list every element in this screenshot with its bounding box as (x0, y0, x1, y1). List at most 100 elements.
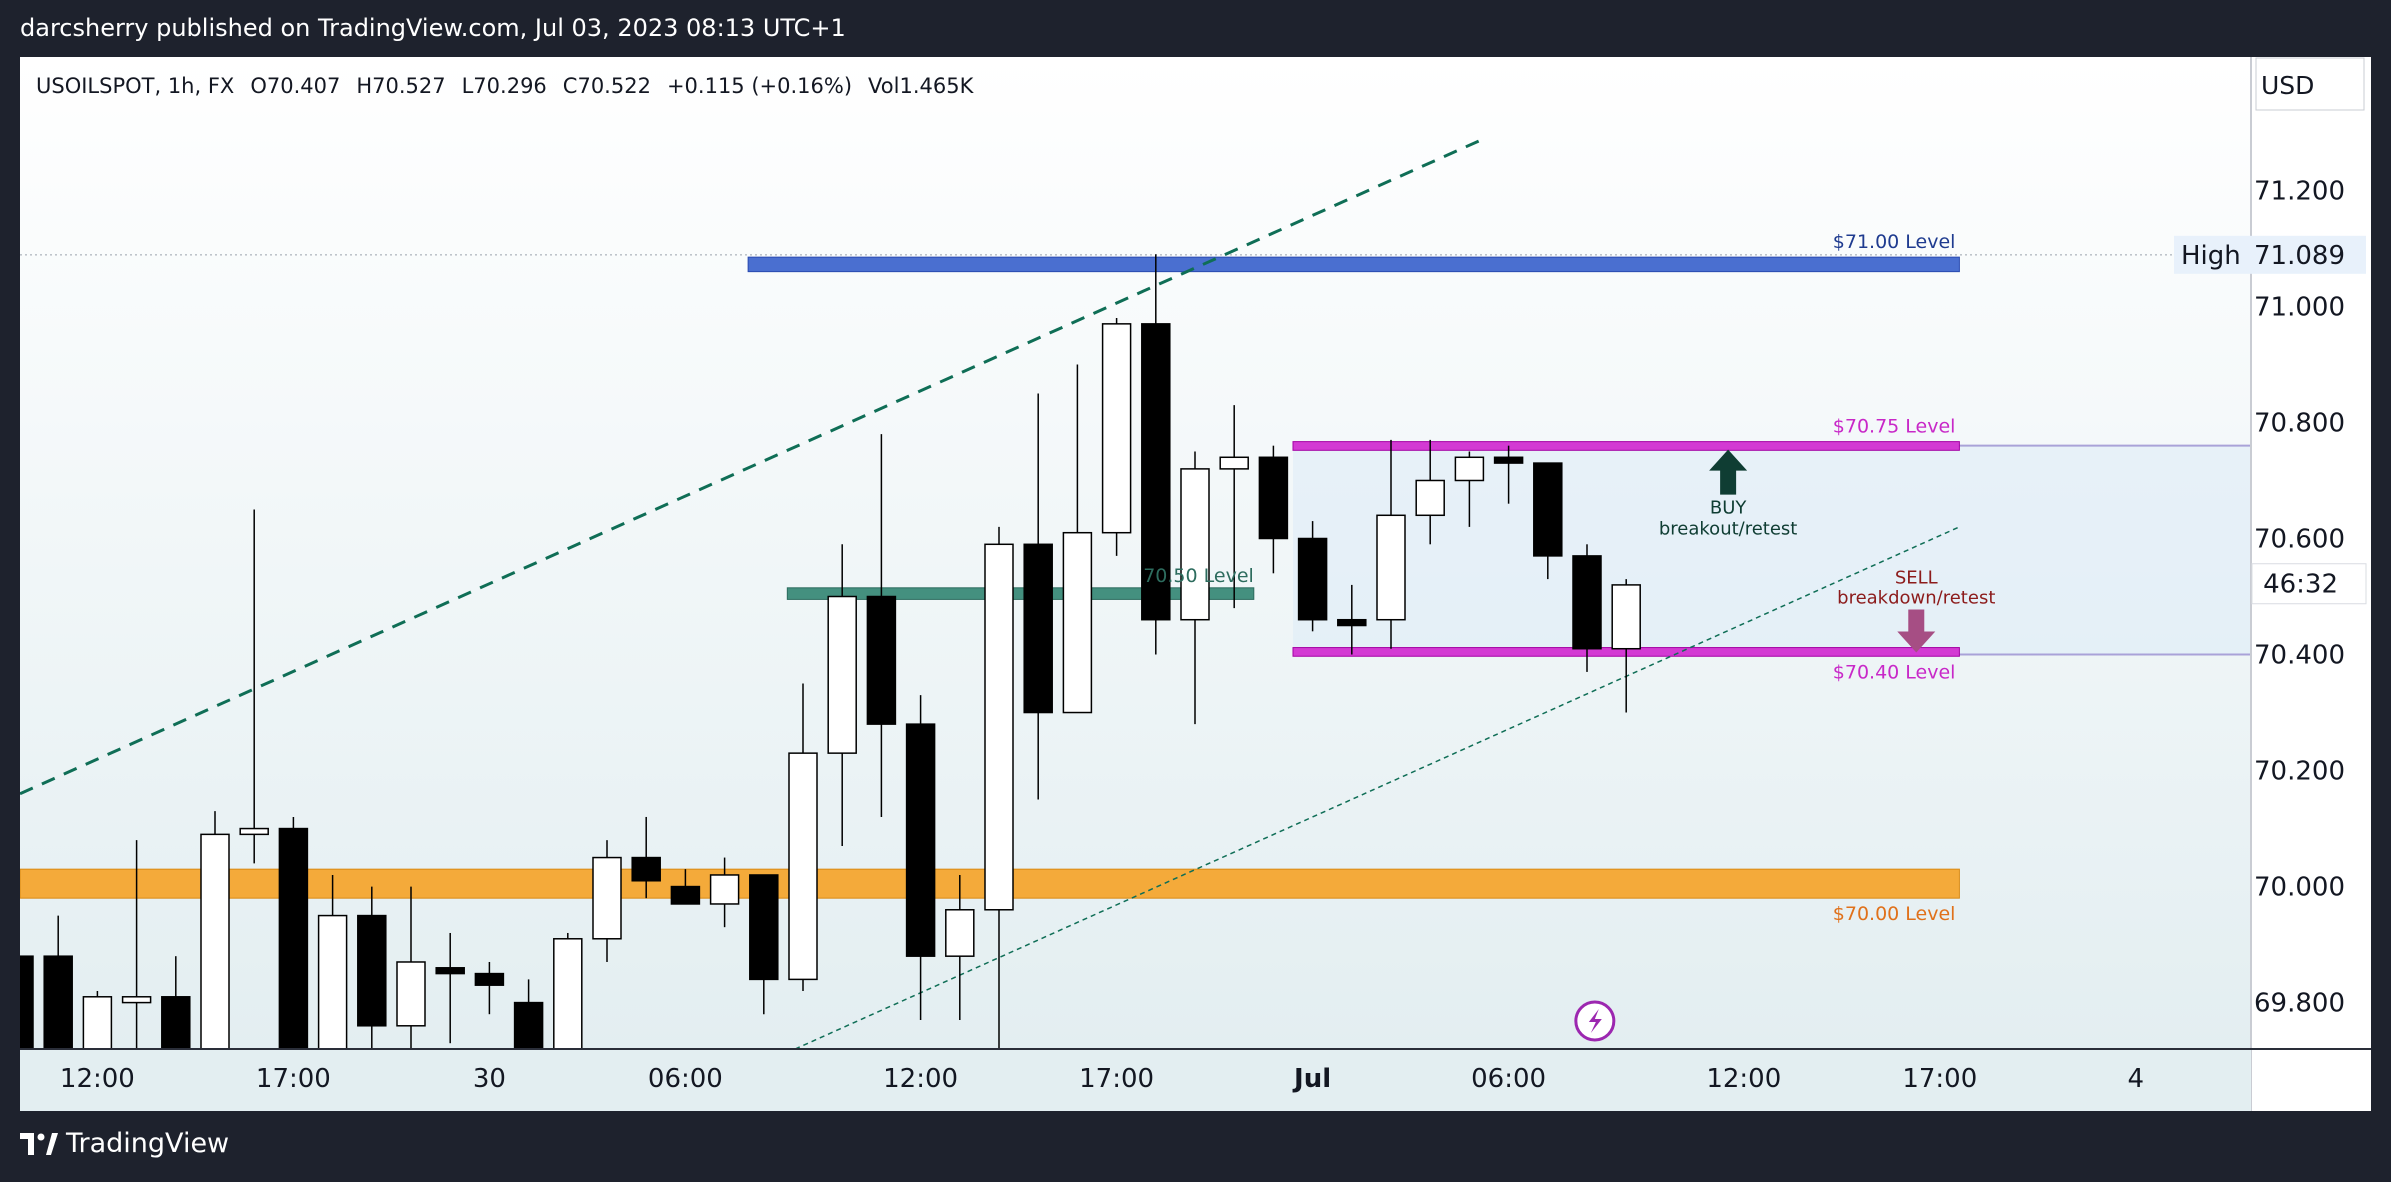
candle (905, 695, 936, 1020)
candle (670, 869, 701, 905)
candlestick-chart[interactable]: $71.00 Level $70.75 Level $70.40 Level $70.… (20, 57, 2371, 1111)
candle-body (1062, 531, 1093, 714)
candle-body (709, 874, 740, 905)
candle-body (1023, 543, 1053, 714)
price-tick-label: 70.600 (2254, 524, 2345, 554)
ohlc-item: Vol1.465K (868, 74, 975, 98)
tradingview-logo-icon (20, 1132, 58, 1155)
time-axis (20, 1050, 2251, 1111)
candle-body (866, 595, 897, 725)
ohlc-item: O70.407 (250, 74, 340, 98)
candle-body (317, 914, 348, 1050)
candle-body (827, 595, 857, 754)
candle (553, 932, 583, 1050)
candle-body (357, 914, 387, 1027)
candle-body (278, 827, 309, 1050)
candle (161, 956, 191, 1050)
lower-trendline (794, 526, 1960, 1050)
candle (1376, 439, 1406, 649)
candle (1572, 544, 1602, 672)
candle-body (1337, 618, 1367, 627)
footer: TradingView (0, 1111, 2391, 1182)
candle (1101, 318, 1132, 556)
candle (20, 955, 34, 1050)
price-tick-label: 69.800 (2254, 989, 2345, 1019)
candle (200, 811, 230, 1050)
candle (1023, 393, 1053, 800)
currency-label: USD (2261, 71, 2314, 100)
candle-body (200, 833, 230, 1050)
candle-body (513, 1001, 544, 1050)
candle-body (749, 874, 779, 981)
time-tick-label: 12:00 (60, 1064, 135, 1094)
candle-body (670, 885, 701, 905)
candle-body (43, 955, 73, 1050)
candle-body (592, 856, 622, 940)
currency-box (2255, 57, 2365, 111)
sell-label: SELL (1895, 568, 1938, 589)
countdown-box (2251, 563, 2367, 605)
rising-trendline (20, 136, 1486, 796)
publish-header: darcsherry published on TradingView.com,… (0, 0, 2391, 57)
candle-body (631, 856, 661, 882)
sell-arrow-icon (1897, 609, 1936, 653)
candle-body (20, 955, 34, 1050)
time-tick-label: 06:00 (1471, 1064, 1546, 1094)
candle-body (239, 827, 269, 836)
tradingview-logo[interactable]: TradingView (20, 1128, 229, 1159)
candle (1062, 364, 1093, 714)
candle-body (82, 996, 113, 1050)
level-zone-7075 (1292, 441, 1960, 451)
candle (984, 526, 1014, 1049)
time-tick-label: 12:00 (1706, 1064, 1781, 1094)
candle (1258, 445, 1289, 574)
candle (788, 683, 818, 991)
candle (592, 840, 622, 962)
candle-body (1572, 555, 1602, 650)
level-label-7040: $70.40 Level (1833, 661, 1956, 683)
candle-body (984, 543, 1014, 911)
ohlc-item: L70.296 (462, 74, 547, 98)
high-marker (2174, 235, 2366, 274)
chart-frame[interactable]: $71.00 Level $70.75 Level $70.40 Level $70.… (20, 57, 2371, 1111)
time-tick-label: 12:00 (883, 1064, 958, 1094)
candle (239, 509, 269, 864)
level-label-71: $71.00 Level (1833, 231, 1956, 253)
time-tick-label: 4 (2128, 1064, 2145, 1094)
candle-body (945, 909, 975, 957)
level-zone-7050 (786, 587, 1255, 600)
level-label-7075: $70.75 Level (1833, 416, 1956, 438)
ohlc-item: +0.115 (+0.16%) (667, 74, 852, 98)
ohlc-item: USOILSPOT, 1h, FX (36, 74, 234, 98)
range-shading (1293, 445, 2251, 655)
price-tick-label: 70.200 (2254, 757, 2345, 787)
candle (1297, 521, 1328, 632)
candle (827, 544, 857, 846)
candle (1415, 439, 1445, 545)
buy-label-detail: breakout/retest (1659, 519, 1798, 540)
tradingview-brand: TradingView (66, 1128, 230, 1159)
time-tick-label: 17:00 (1079, 1064, 1154, 1094)
candle-body (1533, 462, 1563, 557)
time-tick-label: 30 (473, 1064, 506, 1094)
time-tick-label: 17:00 (256, 1064, 331, 1094)
candle (1611, 579, 1641, 713)
candle-body (1101, 323, 1132, 534)
candle-body (1454, 456, 1485, 482)
candle (396, 886, 426, 1049)
candle-body (905, 723, 936, 957)
candle-body (396, 961, 426, 1027)
ohlc-item: H70.527 (356, 74, 445, 98)
time-tick-label: 06:00 (648, 1064, 723, 1094)
publish-info: darcsherry published on TradingView.com,… (20, 14, 846, 42)
price-tick-label: 71.000 (2254, 292, 2345, 322)
candle (1337, 584, 1367, 655)
buy-label: BUY (1710, 498, 1748, 519)
candle (749, 874, 779, 1015)
candle (1454, 451, 1485, 527)
candle-body (788, 752, 818, 981)
level-label-70: $70.00 Level (1833, 903, 1956, 925)
candle (43, 915, 73, 1050)
candle-body (435, 967, 465, 975)
sell-label-detail: breakdown/retest (1837, 588, 1995, 609)
